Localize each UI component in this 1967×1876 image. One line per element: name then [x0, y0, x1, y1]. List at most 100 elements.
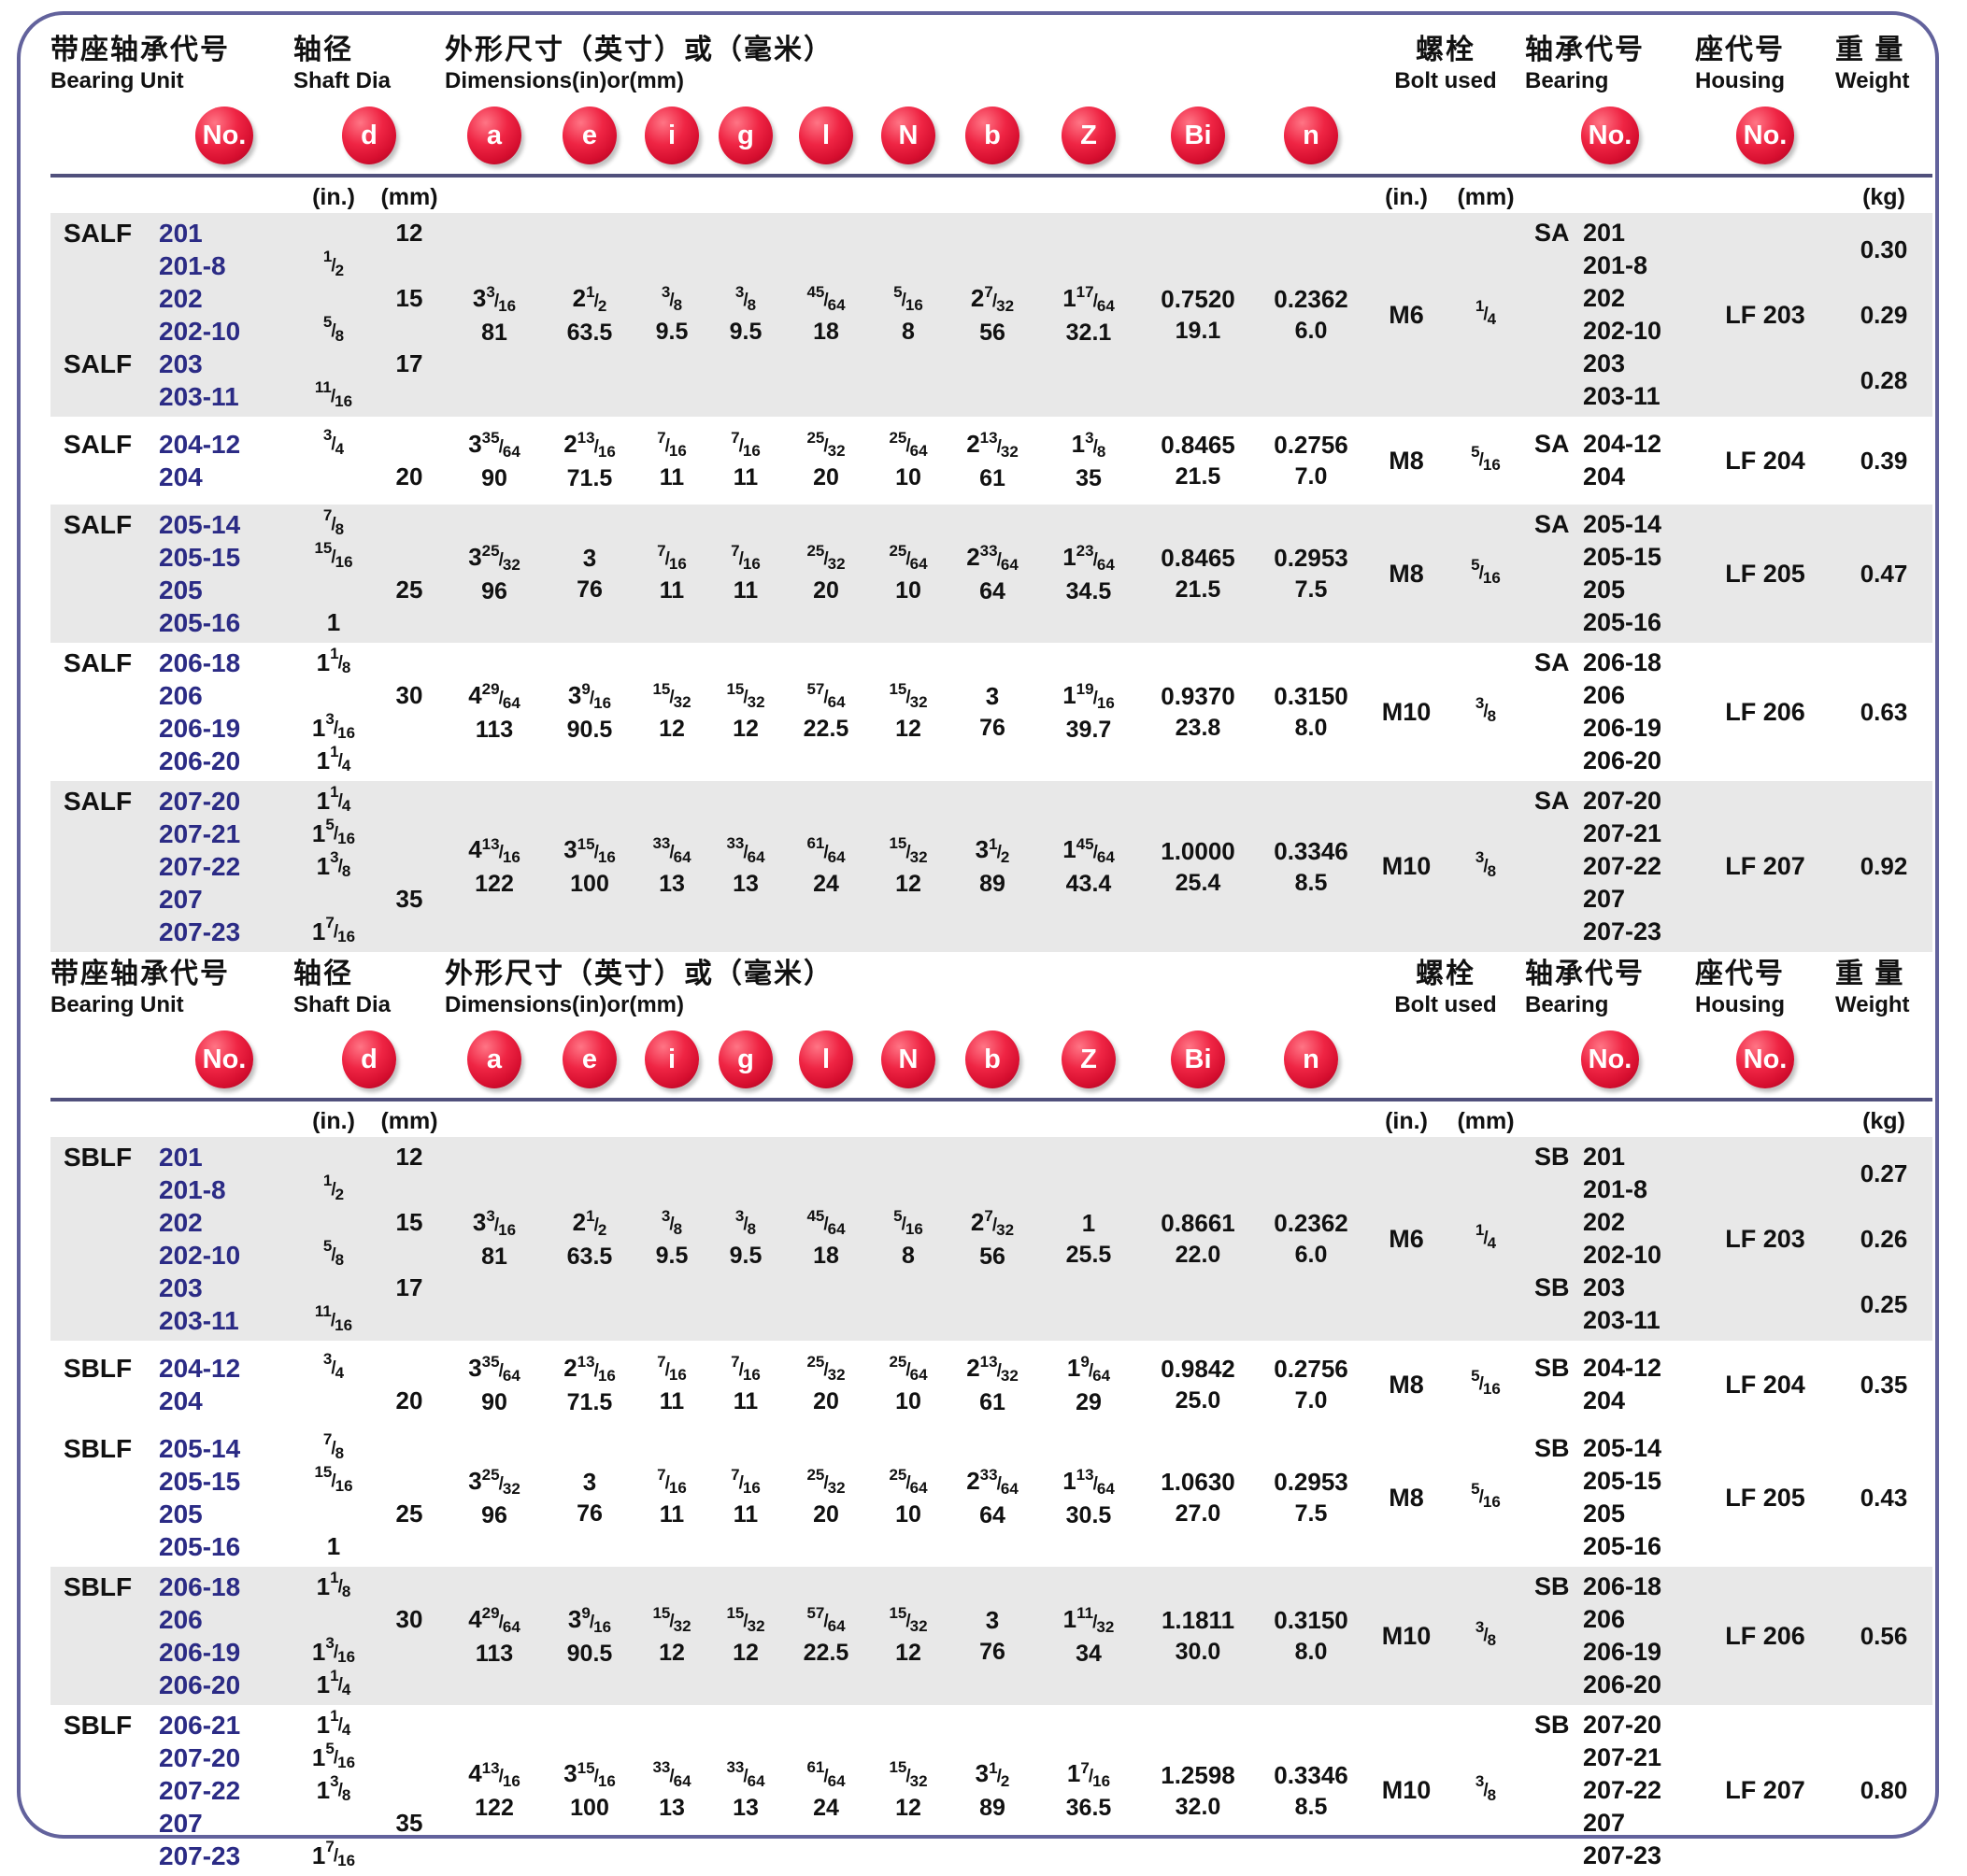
- unit-code: 202-10: [159, 1240, 241, 1270]
- fraction-slash: /: [337, 1780, 343, 1800]
- header-shaft-zh: 轴径: [293, 35, 353, 65]
- dim-mm-value: 61: [979, 464, 1005, 491]
- dim-in-value: 3/8: [662, 283, 682, 315]
- unit-code: 207: [159, 1808, 203, 1838]
- fraction-numerator: 25: [806, 541, 825, 560]
- bolt-unit-mm: (mm): [1457, 183, 1515, 210]
- fraction-numerator: 11: [314, 1302, 332, 1321]
- fraction-denominator: 8: [673, 1220, 683, 1239]
- fraction-slash: /: [823, 1360, 829, 1380]
- weight-values: 0.92: [1835, 785, 1932, 948]
- dim-i-badge-cell: i: [635, 1030, 708, 1088]
- fraction-slash: /: [493, 291, 500, 311]
- fraction-denominator: 8: [1487, 1785, 1497, 1804]
- dim-in-value: 335/64: [468, 429, 520, 462]
- dim-in-value: 57/64: [806, 680, 845, 712]
- fraction-denominator: 4: [341, 796, 351, 815]
- fraction-whole: 2: [966, 542, 980, 571]
- row-group-salf-0: SALF 201 12 201-8 1/2 202 15 202-10 5/8 SALF 203 17…: [50, 213, 1932, 417]
- bearing-series-prefix: SB: [1534, 1711, 1570, 1739]
- fraction-slash: /: [905, 549, 911, 569]
- dim-value-n: 25/64 10: [869, 508, 948, 639]
- bearing-code-line: 205-16: [1534, 1530, 1695, 1563]
- dim-n-badge-cell: n: [1256, 107, 1366, 164]
- fraction-whole: 0.2362: [1274, 1209, 1348, 1237]
- shaft-dia-mm: 30: [395, 681, 423, 709]
- units-row: (in.) (mm) (in.) (mm) (kg): [50, 181, 1932, 213]
- dim-mm-value: 25.5: [1065, 1242, 1112, 1268]
- dim-value-l: 25/32 20: [783, 1432, 869, 1563]
- header-bearing-zh: 轴承代号: [1525, 35, 1645, 65]
- dim-l-badge: l: [799, 1030, 853, 1088]
- unit-code: 205: [159, 575, 203, 604]
- dim-in-value: 3/8: [735, 1207, 756, 1239]
- dim-in-value: 1.2598: [1161, 1761, 1235, 1790]
- bearing-code-line: SB 207-20: [1534, 1709, 1695, 1741]
- dim-in-value: 15/32: [889, 1758, 927, 1791]
- dim-in-value: 7/16: [731, 542, 761, 574]
- header-weight: 重 量 Weight: [1835, 34, 1932, 95]
- dim-bi-badge: Bi: [1171, 107, 1225, 164]
- fraction-numerator: 7: [731, 1465, 740, 1484]
- bearing-code: 206-19: [1583, 1638, 1662, 1666]
- bearing-series-prefix: [1534, 1809, 1583, 1838]
- dim-mm-value: 96: [481, 1501, 507, 1528]
- housing-no-badge: No.: [1735, 107, 1795, 164]
- spec-tables-container: 带座轴承代号 Bearing Unit 轴径 Shaft Dia 外形尺寸（英寸）或（毫…: [50, 34, 1932, 1876]
- bearing-series-prefix: [1534, 714, 1583, 743]
- dim-in-value: 213/16: [563, 429, 616, 462]
- bearing-series-prefix: [1534, 1208, 1583, 1237]
- fraction-slash: /: [331, 433, 336, 454]
- bearing-series-prefix: [1534, 284, 1583, 313]
- fraction-whole: 1: [316, 852, 331, 880]
- fraction-whole: 4: [468, 835, 482, 863]
- dim-in-value: 0.3346: [1274, 837, 1348, 866]
- dim-value-n: 15/32 12: [869, 785, 948, 948]
- shaft-d-badge-cell: d: [293, 1030, 445, 1088]
- dim-mm-value: 12: [895, 1640, 921, 1666]
- dim-value-z: 119/16 39.7: [1037, 647, 1140, 777]
- dim-mm-value: 9.5: [729, 1243, 763, 1269]
- bearing-code-line: 204: [1534, 1385, 1695, 1417]
- fraction-whole: 3: [563, 835, 577, 863]
- dim-mm-value: 25.4: [1175, 869, 1221, 896]
- fraction-numerator: 3: [486, 283, 495, 302]
- fraction-slash: /: [743, 1766, 748, 1786]
- fraction-slash: /: [823, 688, 829, 707]
- bearing-code: 201: [1583, 1143, 1626, 1171]
- fraction-denominator: 4: [341, 756, 351, 775]
- dim-n-badge-cell: N: [869, 1030, 948, 1088]
- dim-a-badge-cell: a: [445, 107, 544, 164]
- fraction-whole: 1: [311, 1743, 326, 1771]
- shaft-dia-in: 3/4: [293, 426, 374, 461]
- bearing-code-line: 205-16: [1534, 606, 1695, 639]
- bolt-size-in: 5/16: [1447, 1352, 1525, 1417]
- bearing-code-line: 207-21: [1534, 1741, 1695, 1774]
- bearing-code-line: 202: [1534, 1206, 1695, 1239]
- bearing-series-prefix: [1534, 576, 1583, 604]
- fraction-slash: /: [905, 688, 911, 707]
- bearing-code-line: 205-15: [1534, 1465, 1695, 1498]
- shaft-d-badge-cell: d: [293, 107, 445, 164]
- fraction-whole: 3: [582, 544, 597, 572]
- dim-value-bi: 0.7520 19.1: [1140, 217, 1256, 413]
- bolt-size: M8: [1389, 446, 1424, 475]
- bearing-code-line: 206-19: [1534, 712, 1695, 745]
- fraction-slash: /: [905, 1766, 911, 1786]
- fraction-denominator: 16: [1482, 456, 1501, 475]
- dim-value-n: 5/16 8: [869, 217, 948, 413]
- dim-in-value: 233/64: [966, 1466, 1019, 1499]
- unit-no-badge-cell: No.: [155, 107, 293, 164]
- dim-mm-value: 11: [659, 577, 685, 604]
- dim-mm-value: 30.5: [1065, 1501, 1112, 1528]
- dim-value-l: 57/64 22.5: [783, 647, 869, 777]
- header-weight-zh: 重 量: [1835, 959, 1905, 989]
- weight-value: 0.29: [1860, 300, 1908, 329]
- weight-values: 0.47: [1835, 508, 1932, 639]
- bearing-series-prefix: [1534, 462, 1583, 491]
- bearing-code: 205-14: [1583, 510, 1662, 538]
- bearing-no-badge-cell: No.: [1525, 1030, 1695, 1088]
- dim-in-value: 25/32: [806, 541, 845, 574]
- fraction-denominator: 64: [1096, 296, 1115, 315]
- fraction-slash: /: [738, 549, 744, 569]
